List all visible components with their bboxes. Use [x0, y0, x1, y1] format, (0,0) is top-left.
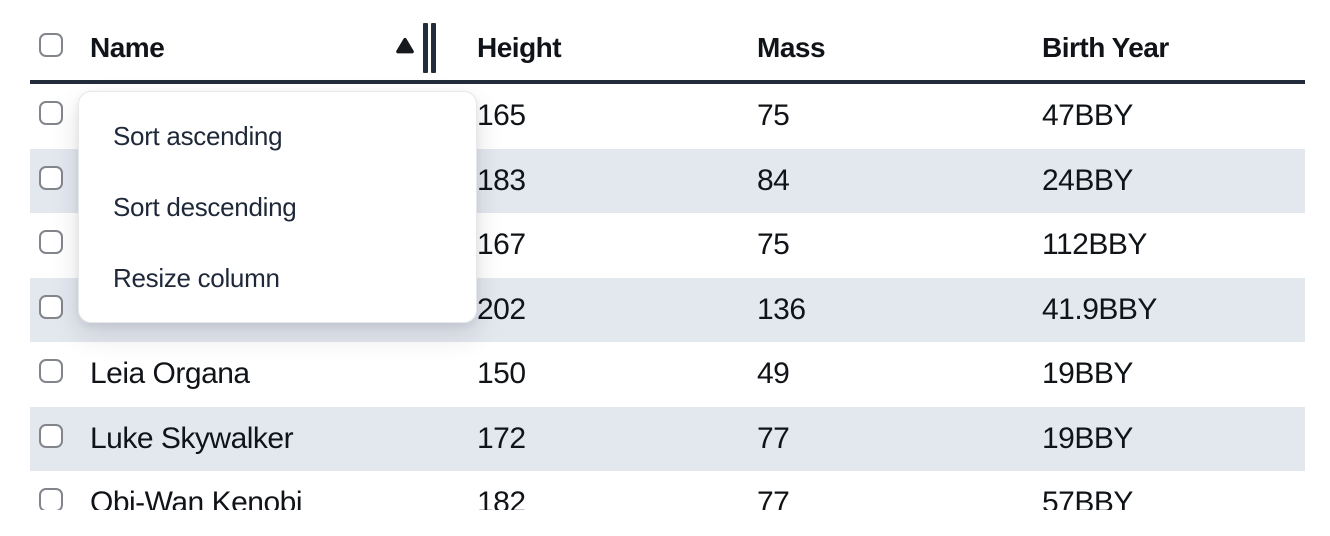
cell-birth-year: 19BBY — [1042, 421, 1133, 455]
cell-birth-year: 19BBY — [1042, 357, 1133, 391]
sort-ascending-icon — [396, 37, 414, 54]
column-header-name-label: Name — [90, 32, 165, 63]
select-row-checkbox[interactable] — [39, 488, 63, 510]
cell-birth-year: 112BBY — [1042, 228, 1147, 262]
table-row: 165 75 47BBY — [30, 84, 1305, 149]
column-context-menu-items: Sort ascending Sort descending Resize colu… — [79, 101, 476, 314]
menu-item-sort-ascending[interactable]: Sort ascending — [113, 121, 283, 151]
menu-item-sort-descending[interactable]: Sort descending — [113, 192, 297, 222]
select-row-checkbox[interactable] — [39, 294, 63, 319]
cell-mass: 136 — [757, 292, 806, 326]
select-all-checkbox[interactable] — [39, 33, 63, 57]
column-header-height-label: Height — [477, 32, 562, 63]
cell-mass: 77 — [757, 486, 790, 510]
select-row-cell — [30, 164, 90, 198]
cell-name: Leia Organa — [90, 357, 250, 391]
table-row: Leia Organa 150 49 19BBY — [30, 342, 1305, 407]
column-context-menu: Sort ascending Sort descending Resize colu… — [78, 91, 477, 323]
table-body: 165 75 47BBY 183 84 24BBY 167 75 112BBY … — [30, 84, 1305, 510]
column-header-birth-year-label: Birth Year — [1042, 32, 1169, 63]
cell-mass: 49 — [757, 357, 790, 391]
select-row-cell — [30, 422, 90, 456]
cell-name: Luke Skywalker — [90, 421, 294, 455]
cell-birth-year: 57BBY — [1042, 486, 1133, 510]
column-resize-handle-icon[interactable] — [423, 23, 436, 73]
table-row: 167 75 112BBY — [30, 213, 1305, 278]
select-row-checkbox[interactable] — [39, 230, 63, 255]
column-header-height[interactable]: Height — [477, 32, 757, 64]
table-header-row: Name Height Mass Birth Year — [30, 0, 1305, 84]
cell-height: 165 — [477, 99, 526, 133]
cell-height: 182 — [477, 486, 526, 510]
cell-height: 202 — [477, 292, 526, 326]
data-table: Name Height Mass Birth Year — [30, 0, 1305, 510]
cell-mass: 77 — [757, 421, 790, 455]
select-row-cell — [30, 228, 90, 262]
cell-mass: 84 — [757, 163, 790, 197]
select-row-checkbox[interactable] — [39, 423, 63, 448]
cell-birth-year: 47BBY — [1042, 99, 1133, 133]
select-row-checkbox[interactable] — [39, 359, 63, 384]
cell-height: 150 — [477, 357, 526, 391]
cell-height: 183 — [477, 163, 526, 197]
select-row-checkbox[interactable] — [39, 165, 63, 190]
column-header-mass-label: Mass — [757, 32, 826, 63]
cell-height: 172 — [477, 421, 526, 455]
select-all-cell — [30, 32, 90, 64]
cell-name: Obi-Wan Kenobi — [90, 486, 303, 510]
table-row: Obi-Wan Kenobi 182 77 57BBY — [30, 471, 1305, 510]
cell-birth-year: 24BBY — [1042, 163, 1133, 197]
cell-mass: 75 — [757, 99, 790, 133]
cell-height: 167 — [477, 228, 526, 262]
table-viewport: Name Height Mass Birth Year — [30, 0, 1305, 510]
select-row-cell — [30, 293, 90, 327]
select-row-checkbox[interactable] — [39, 101, 63, 126]
select-row-cell — [30, 357, 90, 391]
select-row-cell — [30, 486, 90, 510]
cell-mass: 75 — [757, 228, 790, 262]
column-header-mass[interactable]: Mass — [757, 32, 1042, 64]
select-row-cell — [30, 99, 90, 133]
menu-item-resize-column[interactable]: Resize column — [113, 263, 280, 293]
table-row: Luke Skywalker 172 77 19BBY — [30, 406, 1305, 471]
column-header-name[interactable]: Name — [90, 32, 477, 64]
cell-birth-year: 41.9BBY — [1042, 292, 1157, 326]
column-header-birth-year[interactable]: Birth Year — [1042, 32, 1305, 64]
